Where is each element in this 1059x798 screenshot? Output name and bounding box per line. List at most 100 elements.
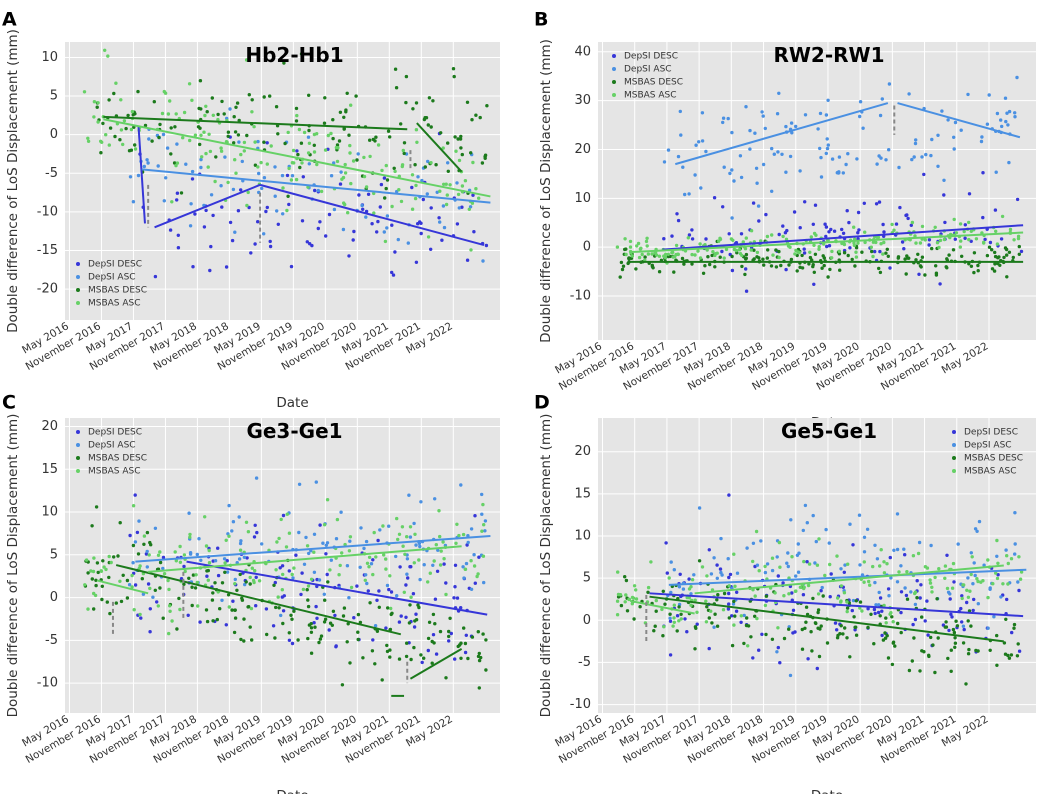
- data-point: [344, 108, 348, 112]
- data-point: [835, 636, 840, 640]
- data-point: [309, 651, 314, 655]
- data-point: [265, 162, 269, 166]
- data-point: [979, 139, 984, 144]
- data-point: [800, 627, 804, 632]
- data-point: [101, 559, 105, 563]
- data-point: [615, 599, 620, 603]
- data-point: [96, 570, 100, 575]
- data-point: [121, 573, 125, 577]
- data-point: [318, 523, 322, 527]
- data-point: [867, 579, 871, 584]
- data-point: [687, 587, 692, 591]
- data-point: [863, 240, 867, 245]
- data-point: [195, 580, 199, 585]
- data-point: [211, 113, 215, 118]
- legend-marker: [76, 443, 80, 447]
- data-point: [262, 95, 266, 99]
- data-point: [889, 611, 893, 615]
- data-point: [721, 116, 726, 120]
- data-point: [419, 500, 423, 504]
- data-point: [781, 224, 785, 228]
- data-point: [718, 237, 723, 241]
- data-point: [858, 600, 863, 604]
- data-point: [153, 588, 157, 592]
- data-point: [699, 186, 703, 190]
- data-point: [405, 535, 409, 539]
- data-point: [850, 257, 854, 262]
- data-point: [995, 538, 999, 543]
- data-point: [188, 551, 193, 555]
- data-point: [634, 267, 638, 271]
- data-point: [265, 205, 269, 210]
- data-point: [764, 594, 769, 598]
- data-point: [207, 132, 211, 136]
- data-point: [675, 629, 679, 633]
- data-point: [760, 110, 764, 114]
- data-point: [121, 142, 125, 147]
- data-point: [968, 589, 972, 593]
- data-point: [347, 254, 351, 258]
- data-point: [469, 248, 473, 252]
- data-point: [954, 231, 959, 235]
- data-point: [885, 562, 889, 566]
- data-point: [794, 248, 798, 253]
- data-point: [784, 267, 788, 272]
- data-point: [862, 560, 866, 564]
- data-point: [253, 523, 257, 527]
- data-point: [444, 581, 448, 585]
- data-point: [999, 237, 1004, 241]
- data-point: [757, 256, 761, 260]
- data-point: [789, 121, 794, 125]
- data-point: [187, 576, 191, 580]
- data-point: [464, 561, 469, 566]
- data-point: [238, 572, 242, 577]
- data-point: [627, 260, 631, 264]
- data-point: [409, 565, 413, 569]
- data-point: [254, 575, 258, 579]
- data-point: [476, 572, 480, 576]
- data-point: [959, 128, 963, 132]
- data-point: [174, 559, 178, 563]
- data-point: [887, 594, 891, 598]
- data-point: [739, 175, 744, 180]
- data-point: [791, 631, 795, 635]
- data-point: [845, 209, 849, 213]
- data-point: [386, 129, 391, 133]
- data-point: [334, 537, 339, 541]
- data-point: [335, 143, 340, 147]
- data-point: [278, 566, 282, 570]
- data-point: [878, 249, 882, 254]
- data-point: [1017, 244, 1021, 249]
- data-point: [785, 561, 789, 565]
- data-point: [920, 155, 924, 159]
- data-point: [429, 206, 433, 210]
- data-point: [803, 626, 807, 630]
- data-point: [454, 149, 458, 153]
- data-point: [228, 107, 232, 111]
- data-point: [666, 252, 670, 256]
- data-point: [480, 512, 484, 516]
- data-point: [824, 151, 828, 156]
- data-point: [785, 228, 789, 233]
- data-point: [417, 558, 421, 562]
- data-point: [469, 151, 473, 155]
- data-point: [402, 151, 406, 156]
- plot-area: [598, 42, 1036, 340]
- data-point: [268, 94, 272, 98]
- data-point: [862, 535, 867, 539]
- data-point: [817, 537, 821, 541]
- data-point: [331, 118, 335, 122]
- data-point: [313, 625, 317, 629]
- data-point: [136, 173, 141, 178]
- data-point: [395, 594, 399, 598]
- y-tick-label: 20: [574, 444, 591, 459]
- data-point: [236, 133, 241, 137]
- data-point: [211, 591, 215, 595]
- data-point: [184, 162, 188, 166]
- data-point: [654, 609, 658, 613]
- data-point: [290, 572, 294, 577]
- data-point: [851, 543, 855, 547]
- data-point: [817, 247, 821, 251]
- trend-line: [186, 560, 488, 616]
- data-point: [720, 573, 724, 577]
